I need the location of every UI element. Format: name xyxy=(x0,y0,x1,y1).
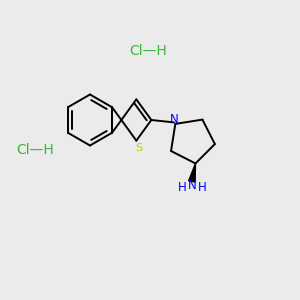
Text: N: N xyxy=(169,112,178,126)
Text: H: H xyxy=(197,181,206,194)
Text: S: S xyxy=(135,143,142,153)
Text: H: H xyxy=(178,181,187,194)
Text: Cl—H: Cl—H xyxy=(129,44,167,58)
Polygon shape xyxy=(189,164,196,182)
Text: Cl—H: Cl—H xyxy=(16,143,54,157)
Text: N: N xyxy=(188,178,197,191)
